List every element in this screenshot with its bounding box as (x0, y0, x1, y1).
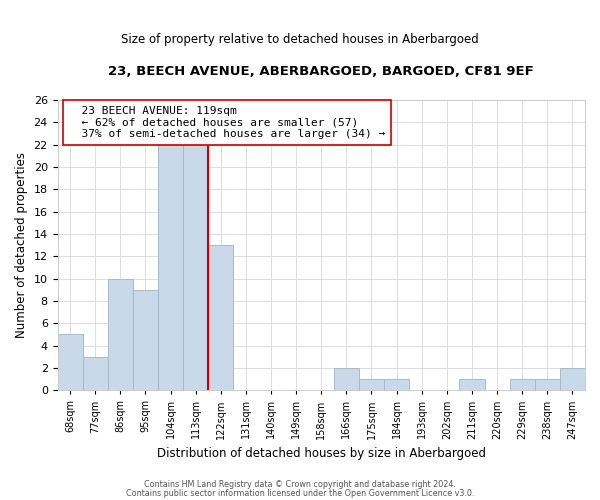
Text: Contains public sector information licensed under the Open Government Licence v3: Contains public sector information licen… (126, 488, 474, 498)
Bar (158, 144, 183, 390)
Bar (208, 245, 233, 390)
Bar (183, 144, 208, 390)
Bar (58, 334, 83, 390)
Bar (108, 278, 133, 390)
X-axis label: Distribution of detached houses by size in Aberbargoed: Distribution of detached houses by size … (157, 447, 486, 460)
Text: 23 BEECH AVENUE: 119sqm
  ← 62% of detached houses are smaller (57)
  37% of sem: 23 BEECH AVENUE: 119sqm ← 62% of detache… (68, 106, 385, 139)
Bar (133, 290, 158, 390)
Title: 23, BEECH AVENUE, ABERBARGOED, BARGOED, CF81 9EF: 23, BEECH AVENUE, ABERBARGOED, BARGOED, … (109, 65, 534, 78)
Text: Contains HM Land Registry data © Crown copyright and database right 2024.: Contains HM Land Registry data © Crown c… (144, 480, 456, 489)
Y-axis label: Number of detached properties: Number of detached properties (15, 152, 28, 338)
Bar (384, 379, 409, 390)
Bar (509, 379, 535, 390)
Bar (560, 368, 585, 390)
Bar (83, 357, 108, 390)
Bar (359, 379, 384, 390)
Bar (535, 379, 560, 390)
Bar (460, 379, 485, 390)
Text: Size of property relative to detached houses in Aberbargoed: Size of property relative to detached ho… (121, 32, 479, 46)
Bar (334, 368, 359, 390)
